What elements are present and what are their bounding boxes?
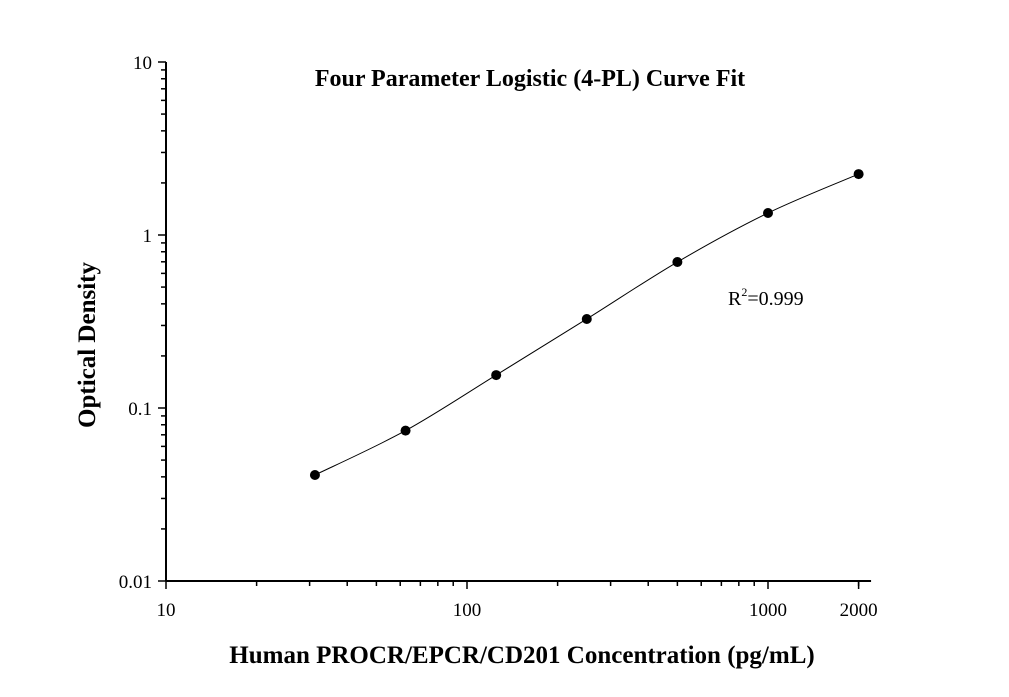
data-point xyxy=(491,370,502,381)
r2-annotation: R2=0.999 xyxy=(728,285,804,310)
x-tick-label: 10 xyxy=(157,600,176,621)
data-points xyxy=(309,169,864,480)
x-axis-label: Human PROCR/EPCR/CD201 Concentration (pg… xyxy=(229,642,814,669)
data-point xyxy=(400,425,411,436)
y-tick-label: 0.1 xyxy=(128,399,152,420)
chart-title: Four Parameter Logistic (4-PL) Curve Fit xyxy=(315,66,745,92)
data-point xyxy=(763,208,773,219)
data-point xyxy=(581,313,592,324)
y-axis-label: Optical Density xyxy=(74,262,101,428)
data-point xyxy=(309,469,320,480)
x-tick-label: 2000 xyxy=(840,600,878,621)
y-tick-label: 1 xyxy=(143,226,153,247)
x-tick-label: 1000 xyxy=(749,600,787,621)
x-tick-label: 100 xyxy=(453,600,482,621)
fit-curve xyxy=(314,173,859,476)
axes: 10 100 1000 2000 0.01 0.1 1 10 xyxy=(119,53,878,621)
data-point xyxy=(853,169,864,180)
y-tick-label: 0.01 xyxy=(119,572,152,593)
data-point xyxy=(672,257,683,268)
y-tick-label: 10 xyxy=(133,53,152,74)
